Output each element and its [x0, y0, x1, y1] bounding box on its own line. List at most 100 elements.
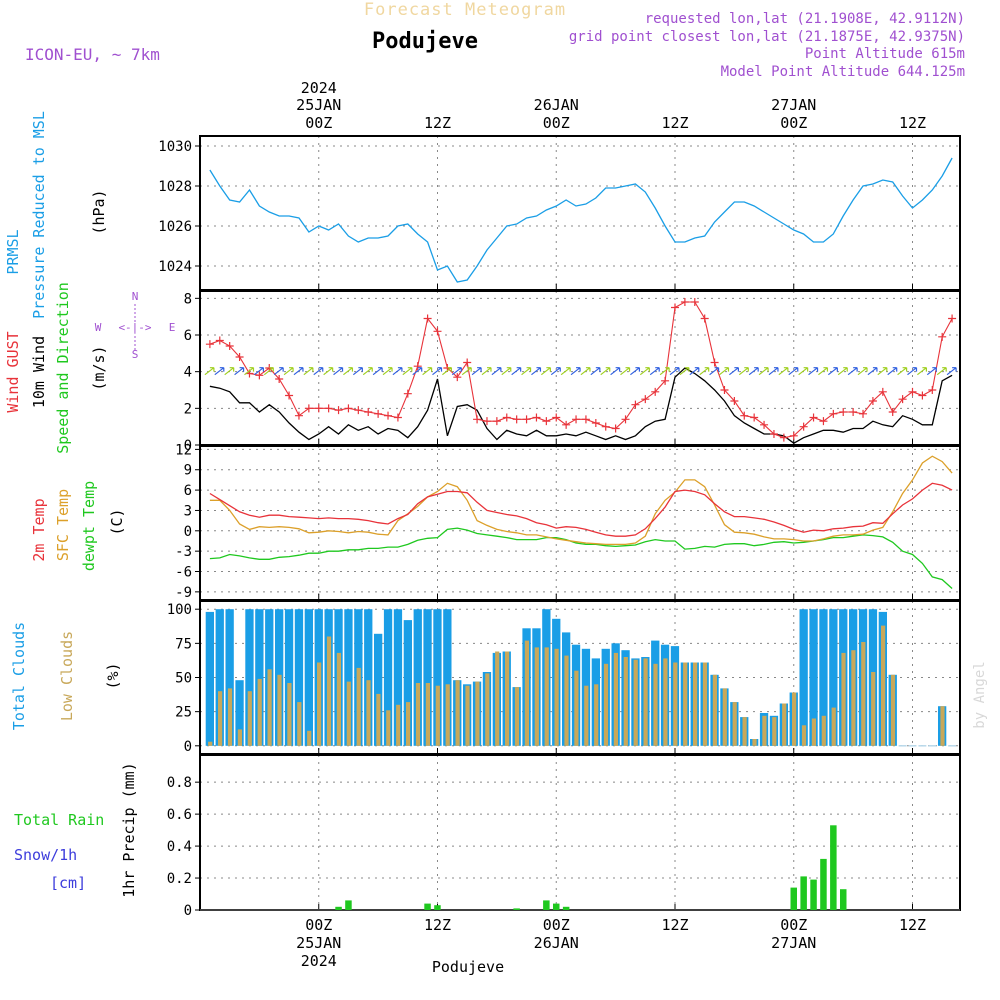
- time-top-label: 12Z: [899, 114, 926, 132]
- y-tick-label: 1028: [158, 179, 192, 195]
- wind-gust-marker: [591, 419, 600, 427]
- wind-direction-arrow: [481, 367, 492, 376]
- time-top-year: 2024: [301, 79, 337, 97]
- wind-direction-arrow: [689, 367, 700, 376]
- total-cloud-bar: [364, 609, 373, 746]
- wind-gust-marker: [374, 409, 383, 418]
- wind-gust-marker: [710, 358, 719, 367]
- wind-direction-arrow: [758, 367, 769, 376]
- precip-snow-unit: [cm]: [50, 874, 86, 892]
- low-cloud-bar: [495, 651, 500, 746]
- total-cloud-bar: [245, 609, 254, 746]
- low-cloud-bar: [871, 672, 876, 746]
- wind-direction-arrow: [402, 367, 413, 376]
- low-cloud-bar: [831, 707, 836, 746]
- rain-bar: [810, 879, 817, 910]
- wind-direction-arrow: [244, 367, 255, 376]
- wind-direction-arrow: [422, 367, 433, 376]
- wind-direction-arrow: [540, 367, 551, 376]
- low-cloud-bar: [712, 674, 717, 746]
- y-tick-label: 12: [175, 442, 192, 458]
- low-cloud-bar: [485, 673, 490, 746]
- clouds-ylabel: Total Clouds: [10, 622, 28, 730]
- y-tick-label: 0.8: [167, 775, 192, 791]
- wind-direction-arrow: [323, 367, 334, 376]
- wind-direction-arrow: [521, 367, 532, 376]
- low-cloud-bar: [811, 718, 816, 746]
- time-top-label: 26JAN: [534, 96, 579, 114]
- low-cloud-bar: [584, 685, 589, 746]
- low-cloud-bar: [366, 680, 371, 746]
- wind-gust-marker: [878, 387, 887, 396]
- wind-direction-arrow: [649, 367, 660, 376]
- total-cloud-bar: [344, 609, 353, 746]
- time-top-label: 25JAN: [296, 96, 341, 114]
- y-tick-label: 3: [184, 503, 192, 519]
- low-cloud-bar: [881, 625, 886, 746]
- wind-direction-arrow: [917, 367, 927, 376]
- rain-bar: [543, 900, 550, 910]
- low-cloud-bar: [762, 715, 767, 746]
- low-cloud-bar: [376, 693, 381, 746]
- wind-gust-marker: [769, 430, 778, 438]
- rain-bar: [424, 903, 431, 910]
- wind-gust-marker: [690, 298, 699, 306]
- low-cloud-bar: [386, 710, 391, 746]
- wind-gust-marker: [482, 417, 491, 426]
- total-cloud-bar: [225, 609, 234, 746]
- wind-gust-marker: [364, 408, 373, 416]
- header-point-altitude: Point Altitude 615m: [805, 46, 965, 62]
- low-cloud-bar: [218, 691, 223, 746]
- wind-direction-arrow: [639, 367, 650, 376]
- panel-precip: [195, 754, 961, 911]
- wind-direction-arrow: [719, 367, 730, 376]
- wind-gust-marker: [849, 408, 858, 416]
- pressure-unit: (hPa): [90, 189, 108, 234]
- y-tick-label: 0.2: [167, 871, 192, 887]
- y-tick-label: 6: [184, 328, 192, 344]
- total-cloud-bar: [215, 609, 224, 746]
- rain-bar: [800, 876, 807, 910]
- wind-gust-marker: [641, 395, 650, 404]
- y-tick-label: 8: [184, 291, 192, 307]
- wind-gust-marker: [750, 413, 759, 422]
- precip-total-rain-label: Total Rain: [14, 811, 104, 829]
- low-cloud-bar: [564, 655, 569, 746]
- wind-direction-arrow: [936, 367, 947, 376]
- time-bottom-label: 12Z: [424, 916, 451, 934]
- y-tick-label: 1026: [158, 219, 192, 235]
- wind-gust-marker: [671, 303, 679, 312]
- panel-frame: [199, 445, 961, 601]
- wind-direction-arrow: [560, 367, 571, 376]
- wind-direction-arrow: [392, 367, 403, 376]
- wind-gust-marker: [572, 415, 581, 424]
- total-cloud-bar: [255, 609, 264, 746]
- wind-direction-arrow: [501, 367, 512, 376]
- wind-direction-arrow: [224, 367, 235, 376]
- low-cloud-bar: [425, 683, 430, 746]
- wind-gust-marker: [680, 298, 689, 306]
- y-tick-label: 0: [184, 903, 192, 919]
- low-cloud-bar: [257, 678, 262, 746]
- wind-gust-marker: [868, 397, 877, 405]
- wind-gust-marker: [651, 387, 660, 396]
- low-cloud-bar: [208, 741, 213, 746]
- wind-direction-arrow: [877, 367, 888, 376]
- time-bottom-label: 26JAN: [534, 934, 579, 952]
- low-cloud-bar: [613, 652, 618, 746]
- low-cloud-bar: [227, 688, 233, 746]
- wind-gust-marker: [463, 358, 472, 367]
- rain-bar: [840, 889, 847, 910]
- low-cloud-bar: [435, 685, 440, 746]
- dewpoint-line: [209, 527, 953, 589]
- wind-direction-arrow: [600, 367, 611, 376]
- wind-gust-marker: [215, 336, 224, 345]
- wind-gust-marker: [542, 417, 551, 426]
- header-model-altitude: Model Point Altitude 644.125m: [721, 64, 965, 80]
- wind-gust-marker: [275, 375, 284, 383]
- wind-gust-marker: [393, 413, 402, 422]
- total-cloud-bar: [284, 609, 294, 746]
- wind-gust-marker: [740, 411, 749, 420]
- wind-direction-arrow: [273, 367, 284, 376]
